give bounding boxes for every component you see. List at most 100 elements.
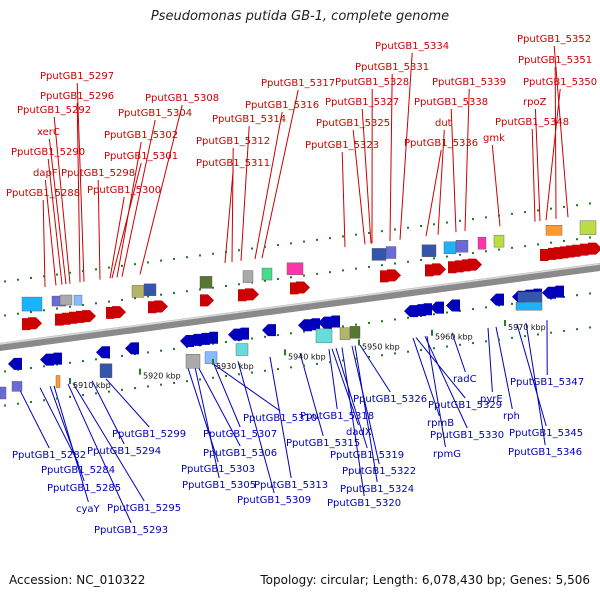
forward-label-line: [352, 129, 366, 245]
track-dot: [277, 278, 279, 281]
track-dot: [420, 349, 422, 351]
gene-domain-box: [55, 375, 61, 388]
track-dot: [394, 262, 396, 265]
forward-gene-label: PputGB1_5314: [212, 114, 286, 125]
track-dots: [4, 202, 591, 407]
forward-gene-arrow: [387, 269, 401, 282]
forward-label-line: [553, 45, 569, 218]
gene-features: [0, 220, 600, 400]
track-dot: [238, 373, 240, 376]
reverse-label-line: [341, 347, 365, 497]
reverse-label-line: [351, 345, 380, 465]
reverse-gene-label: PputGB1_5345: [509, 428, 583, 439]
reverse-label-lines: [19, 320, 548, 524]
track-dot: [303, 364, 305, 367]
forward-label-line: [97, 179, 101, 280]
reverse-gene-label: PputGB1_5346: [508, 447, 582, 458]
topology-text: Topology: circular; Length: 6,078,430 bp…: [260, 573, 590, 587]
track-dot: [459, 343, 461, 346]
reverse-gene-label: PputGB1_5322: [342, 466, 416, 477]
reverse-label-line: [39, 387, 79, 464]
track-dot: [160, 349, 162, 352]
track-dot: [238, 283, 240, 286]
track-dot: [511, 212, 513, 215]
reverse-label-line: [197, 366, 241, 447]
track-dot: [381, 354, 383, 357]
gene-domain-box: [73, 294, 83, 306]
reverse-gene-arrow: [418, 303, 432, 316]
track-dot: [394, 228, 396, 231]
track-dot: [420, 225, 422, 227]
track-dot: [212, 286, 214, 289]
forward-labels: PputGB1_5288 dapF PputGB1_5290 xerC PputGB1_…: [6, 34, 597, 199]
forward-label-lines: [42, 45, 569, 288]
track-dot: [329, 271, 331, 274]
track-dot: [160, 383, 162, 386]
reverse-label-line: [424, 336, 468, 429]
track-dot: [30, 277, 32, 279]
track-dot: [147, 295, 149, 298]
track-dot: [355, 233, 357, 236]
track-dot: [355, 267, 357, 270]
reverse-gene-arrow: [490, 293, 504, 306]
forward-label-line: [464, 88, 470, 232]
forward-gene-label: PputGB1_5350: [523, 77, 597, 88]
forward-gene-label: PputGB1_5304: [118, 108, 192, 119]
track-dot: [407, 316, 409, 319]
forward-gene-arrow: [200, 294, 214, 307]
track-dot: [446, 311, 448, 314]
track-dot: [576, 238, 578, 241]
track-dot: [69, 361, 71, 364]
track-dot: [225, 251, 227, 253]
forward-label-line: [425, 149, 442, 237]
gene-domain-box: [185, 354, 201, 369]
forward-gene-label: PputGB1_5323: [305, 140, 379, 151]
gene-domain-box: [286, 262, 304, 275]
reverse-label-line: [328, 349, 338, 410]
tick-label: 5930 kbp: [216, 362, 254, 371]
track-dot: [108, 390, 110, 393]
gene-domain-box: [242, 270, 254, 283]
forward-gene-label: PputGB1_5296: [40, 91, 114, 102]
track-dot: [485, 216, 487, 219]
reverse-gene-label: PputGB1_5299: [112, 429, 186, 440]
forward-label-line: [53, 116, 71, 284]
reverse-gene-label: PputGB1_5294: [87, 446, 161, 457]
track-dot: [550, 207, 552, 210]
track-dot: [576, 294, 578, 297]
forward-gene-label: PputGB1_5300: [87, 185, 161, 196]
map-title: Pseudomonas putida GB-1, complete genome: [150, 9, 450, 24]
forward-gene-label: PputGB1_5312: [196, 136, 270, 147]
track-dot: [290, 242, 292, 245]
track-dot: [472, 308, 474, 311]
reverse-label-line: [426, 335, 446, 448]
track-dot: [355, 323, 357, 326]
track-dot: [303, 330, 305, 333]
track-dot: [303, 274, 305, 277]
tick-label: 5940 kbp: [288, 352, 326, 361]
track-dot: [485, 306, 487, 309]
track-dot: [589, 236, 591, 239]
reverse-label-line: [213, 364, 281, 412]
track-dot: [264, 369, 266, 372]
reverse-label-line: [105, 378, 150, 428]
gene-domain-box: [59, 294, 73, 306]
reverse-gene-label: PputGB1_5310: [243, 413, 317, 424]
track-dot: [433, 223, 435, 226]
forward-label-line: [139, 104, 183, 275]
forward-label-line: [261, 89, 299, 259]
track-dot: [459, 253, 461, 256]
forward-label-line: [76, 102, 81, 283]
track-dot: [17, 402, 19, 405]
forward-gene-label: xerC: [37, 127, 60, 138]
gene-domain-box: [579, 220, 597, 235]
reverse-label-line: [412, 337, 440, 417]
reverse-gene-arrow: [96, 346, 110, 359]
track-dot: [303, 240, 305, 243]
track-dot: [264, 279, 266, 282]
reverse-gene-arrow: [8, 357, 22, 370]
reverse-label-line: [187, 367, 219, 463]
forward-gene-label: PputGB1_5352: [517, 34, 591, 45]
tick-label: 5950 kbp: [362, 342, 400, 351]
reverse-gene-label: PputGB1_5307: [203, 429, 277, 440]
